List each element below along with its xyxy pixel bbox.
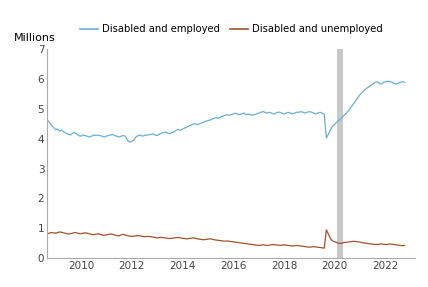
Bar [337,49,343,258]
Text: Millions: Millions [14,32,56,42]
Legend: Disabled and employed, Disabled and unemployed: Disabled and employed, Disabled and unem… [76,20,386,38]
